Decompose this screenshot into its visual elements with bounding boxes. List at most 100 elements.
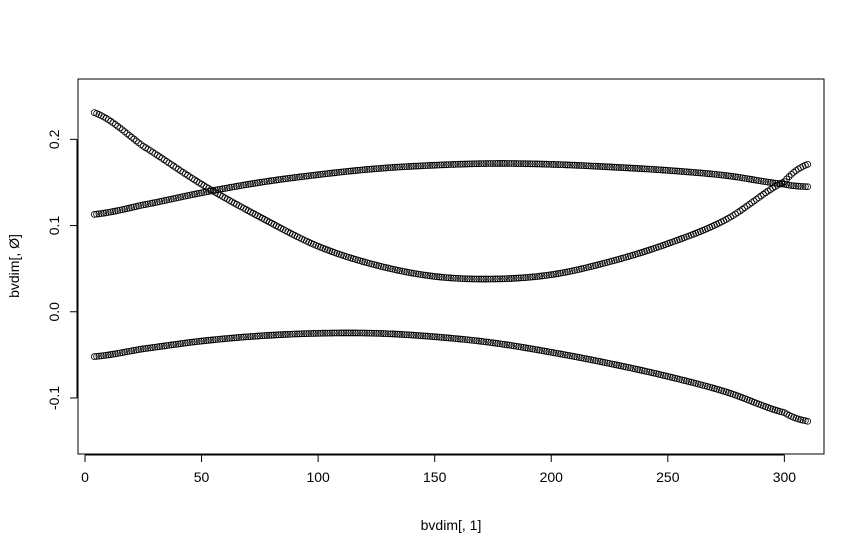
data-point <box>498 275 506 283</box>
data-point <box>417 271 425 278</box>
data-point <box>755 194 763 202</box>
data-point <box>482 160 490 167</box>
data-point <box>284 330 292 338</box>
data-point <box>582 355 590 363</box>
data-point <box>326 329 334 337</box>
data-point <box>158 342 166 350</box>
data-point <box>205 188 212 195</box>
data-point <box>223 184 231 192</box>
data-point <box>314 329 322 337</box>
data-point <box>335 329 343 337</box>
data-point <box>438 333 446 341</box>
data-point <box>230 334 238 342</box>
data-point <box>424 332 432 340</box>
data-point <box>536 272 543 280</box>
data-point <box>228 183 236 191</box>
data-point <box>200 188 208 196</box>
data-point <box>233 182 240 190</box>
data-point <box>743 202 751 210</box>
series-2 <box>90 160 812 218</box>
data-point <box>652 166 660 173</box>
data-point <box>554 350 562 357</box>
data-point <box>578 162 585 169</box>
data-point <box>533 160 541 168</box>
data-point <box>156 343 163 350</box>
x-tick-label: 300 <box>773 469 797 485</box>
data-point <box>90 210 98 218</box>
data-point <box>773 179 781 187</box>
data-point <box>529 160 536 168</box>
data-point <box>403 163 411 171</box>
data-point <box>279 331 287 338</box>
data-point <box>473 275 481 283</box>
data-point <box>659 166 667 174</box>
data-point <box>790 168 798 176</box>
data-point <box>645 165 653 173</box>
data-point <box>568 161 576 169</box>
data-point <box>291 174 299 181</box>
data-point <box>599 358 606 366</box>
data-point <box>477 160 485 168</box>
data-point <box>797 182 805 190</box>
data-point <box>512 160 520 167</box>
data-point <box>340 329 348 337</box>
data-point <box>517 343 525 351</box>
data-point <box>158 197 166 205</box>
data-point <box>694 169 702 177</box>
data-point <box>366 329 373 337</box>
data-point <box>368 329 376 337</box>
data-point <box>410 331 418 339</box>
data-point <box>559 161 567 169</box>
data-point <box>366 165 373 173</box>
data-point <box>156 198 163 206</box>
data-point <box>396 163 404 171</box>
data-point <box>377 330 385 337</box>
data-point <box>759 190 767 198</box>
data-point <box>412 162 420 170</box>
data-point <box>575 354 583 361</box>
data-point <box>305 172 313 180</box>
x-tick-label: 200 <box>540 469 564 485</box>
data-point <box>90 353 98 360</box>
data-point <box>97 352 105 360</box>
data-point <box>142 201 150 208</box>
data-point <box>638 367 646 374</box>
data-point <box>195 337 203 345</box>
data-point <box>298 173 306 181</box>
data-point <box>354 329 362 337</box>
data-point <box>475 275 483 283</box>
data-point <box>680 168 688 176</box>
data-point <box>195 189 203 197</box>
data-point <box>293 330 301 338</box>
data-point <box>704 170 711 177</box>
data-point <box>503 275 511 283</box>
data-point <box>216 185 224 193</box>
data-point <box>300 172 308 180</box>
data-point <box>433 273 441 281</box>
data-point <box>265 177 273 185</box>
data-point <box>328 329 336 337</box>
data-point <box>235 334 243 341</box>
data-point <box>326 169 334 177</box>
data-point <box>428 161 436 169</box>
data-point <box>379 330 387 337</box>
data-point <box>289 330 296 338</box>
data-point <box>715 171 723 179</box>
data-point <box>787 182 795 189</box>
data-point <box>468 160 476 168</box>
data-point <box>552 349 560 357</box>
data-point <box>573 353 581 361</box>
data-point <box>114 349 122 357</box>
data-point <box>650 166 658 173</box>
data-point <box>410 269 418 277</box>
data-point <box>179 339 187 347</box>
data-point <box>671 167 679 175</box>
data-point <box>515 343 523 351</box>
x-tick-label: 0 <box>81 469 89 485</box>
data-point <box>510 274 518 282</box>
data-point <box>405 331 413 339</box>
data-point <box>550 161 557 168</box>
data-point <box>557 161 564 169</box>
data-point <box>263 177 271 185</box>
data-point <box>174 340 182 348</box>
